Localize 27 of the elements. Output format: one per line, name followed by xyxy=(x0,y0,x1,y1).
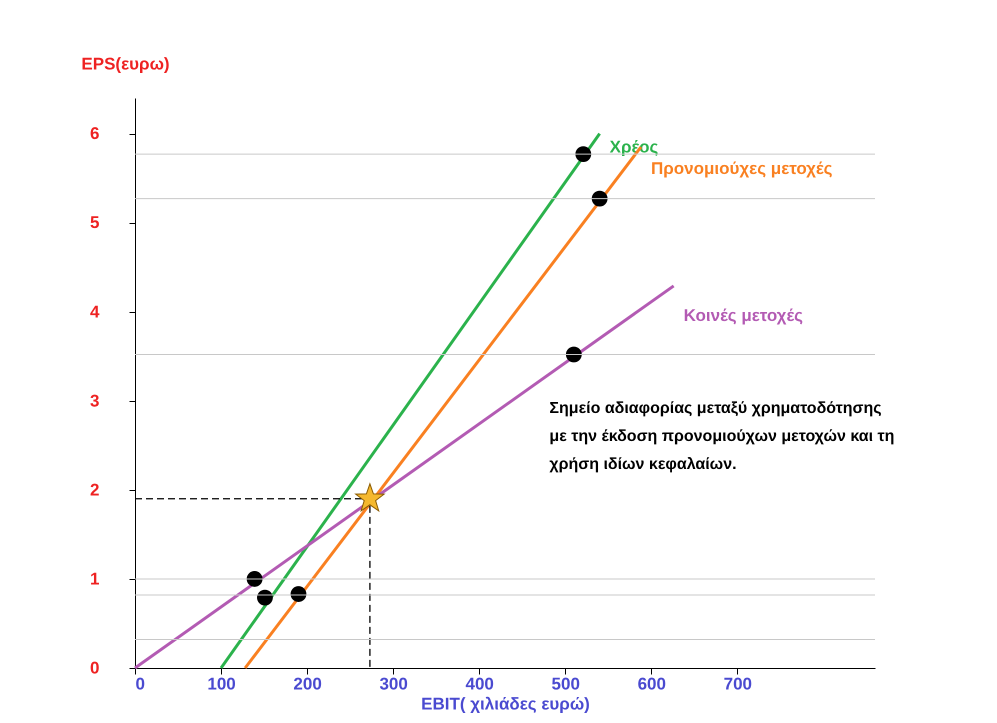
y-tick-label: 6 xyxy=(90,124,100,144)
x-tick-label: 200 xyxy=(293,674,322,694)
point xyxy=(246,571,263,587)
x-tick-label: 300 xyxy=(379,674,408,694)
annotation: Σημείο αδιαφορίας μεταξύ χρηματοδότησης με την έκδοση προνομιούχων μετοχών και τη χρήση ιδίων κεφαλαίων. xyxy=(549,400,894,474)
y-tick-label: 1 xyxy=(90,569,100,588)
series-label: Προνομιούχες μετοχές xyxy=(650,158,833,178)
x-tick-label: 600 xyxy=(638,674,666,694)
x-axis-title: EBIT( χιλιάδες ευρώ) xyxy=(421,694,590,714)
x-tick-label: 500 xyxy=(552,674,580,694)
x-tick-label: 100 xyxy=(207,674,236,694)
x-tick-label: 0 xyxy=(136,674,145,694)
point xyxy=(257,590,273,606)
y-tick-label: 4 xyxy=(90,302,100,322)
y-tick-label: 3 xyxy=(90,391,100,410)
x-tick-label: 700 xyxy=(724,674,752,694)
point xyxy=(290,586,306,602)
x-tick-label: 400 xyxy=(466,674,494,694)
y-tick-label: 2 xyxy=(90,480,100,500)
series-label: Χρέος xyxy=(610,138,659,157)
point xyxy=(575,146,592,162)
y-axis-title: EPS(ευρω) xyxy=(81,54,170,74)
point xyxy=(592,190,608,207)
point xyxy=(566,346,582,362)
y-tick-label: 0 xyxy=(90,658,100,678)
y-tick-label: 5 xyxy=(90,213,100,232)
series-label: Κοινές μετοχές xyxy=(684,306,804,325)
